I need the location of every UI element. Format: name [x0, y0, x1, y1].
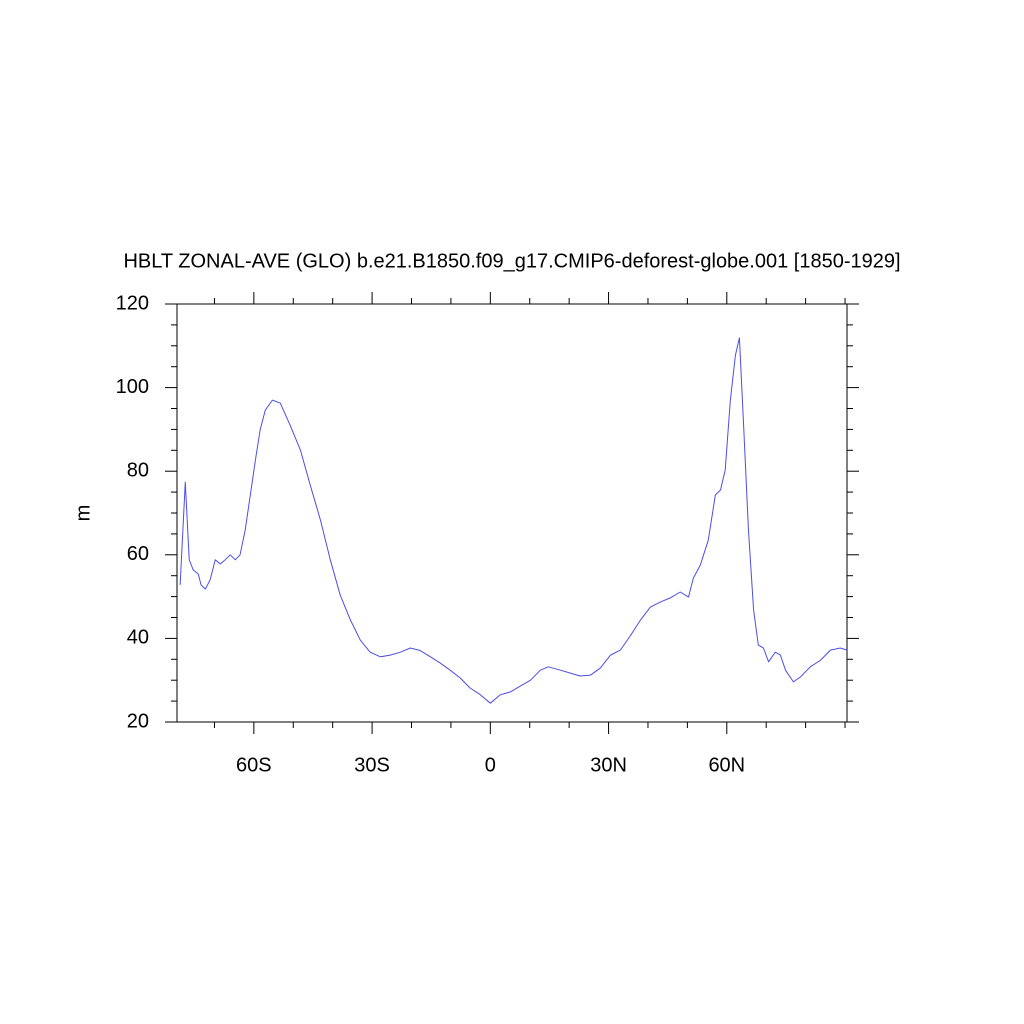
x-tick-label: 30N [590, 754, 627, 776]
y-tick-label: 20 [127, 710, 149, 732]
chart-title: HBLT ZONAL-AVE (GLO) b.e21.B1850.f09_g17… [123, 250, 900, 272]
x-tick-label: 60N [708, 754, 745, 776]
y-tick-label: 100 [116, 376, 149, 398]
y-tick-label: 40 [127, 627, 149, 649]
x-tick-label: 30S [354, 754, 390, 776]
plot-frame [176, 303, 848, 723]
y-tick-label: 60 [127, 543, 149, 565]
y-tick-label: 80 [127, 459, 149, 481]
data-line [179, 337, 848, 704]
x-tick-label: 0 [485, 754, 496, 776]
x-tick-label: 60S [236, 754, 272, 776]
y-axis-label: m [72, 505, 94, 522]
y-tick-label: 120 [116, 292, 149, 314]
